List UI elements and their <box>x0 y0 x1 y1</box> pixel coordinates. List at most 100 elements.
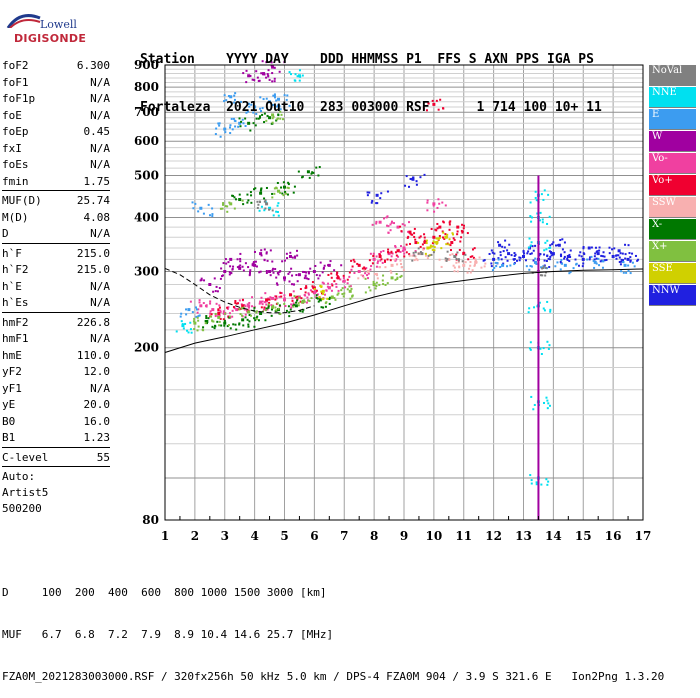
echo-point <box>327 282 330 285</box>
echo-point <box>279 117 282 120</box>
echo-point <box>313 288 316 291</box>
echo-point <box>261 113 264 116</box>
echo-point <box>265 303 268 306</box>
echo-point <box>376 260 379 263</box>
echo-point <box>563 257 566 260</box>
echo-point <box>413 254 416 257</box>
echo-point <box>444 233 447 236</box>
echo-point <box>530 395 533 398</box>
echo-point <box>281 118 284 121</box>
echo-point <box>288 315 291 318</box>
echo-point <box>235 328 238 331</box>
echo-point <box>248 320 251 323</box>
echo-point <box>325 289 328 292</box>
echo-point <box>364 272 367 275</box>
echo-point <box>321 281 324 284</box>
echo-point <box>303 271 306 274</box>
echo-point <box>218 287 221 290</box>
echo-point <box>268 116 272 120</box>
echo-point <box>384 283 387 286</box>
echo-point <box>449 249 452 252</box>
echo-point <box>495 265 498 268</box>
echo-point <box>478 256 481 259</box>
echo-point <box>232 306 235 309</box>
echo-point <box>320 290 323 293</box>
echo-point <box>250 194 253 197</box>
echo-point <box>327 264 330 267</box>
parameter-row: C-level 55 <box>2 450 110 467</box>
echo-point <box>566 257 569 260</box>
echo-point <box>611 254 615 258</box>
echo-point <box>239 125 242 128</box>
echo-point <box>360 274 363 277</box>
echo-point <box>527 246 530 249</box>
parameter-value: N/A <box>90 296 110 309</box>
echo-point <box>351 294 354 297</box>
echo-point <box>298 296 301 299</box>
echo-point <box>234 125 237 128</box>
echo-point <box>336 271 339 274</box>
echo-point <box>275 295 278 298</box>
echo-point <box>390 263 394 267</box>
echo-point <box>351 295 354 298</box>
echo-point <box>371 223 374 226</box>
echo-point <box>399 245 402 248</box>
legend-item-e: E <box>649 109 696 130</box>
echo-point <box>621 252 624 255</box>
echo-point <box>264 207 267 210</box>
echo-point <box>181 323 184 326</box>
echo-point <box>544 241 547 244</box>
x-tick-label: 16 <box>605 529 622 543</box>
echo-point <box>215 302 218 305</box>
echo-point <box>288 71 291 74</box>
echo-point <box>251 305 254 308</box>
echo-point <box>346 282 349 285</box>
echo-point <box>245 309 248 312</box>
echo-point <box>532 249 535 252</box>
echo-point <box>254 260 257 263</box>
echo-point <box>366 194 369 197</box>
echo-point <box>268 100 272 104</box>
echo-point <box>333 297 336 300</box>
echo-point <box>464 253 467 256</box>
echo-point <box>215 285 218 288</box>
echo-point <box>330 276 333 279</box>
echo-point <box>627 269 630 272</box>
echo-point <box>426 257 429 260</box>
echo-point <box>568 272 571 275</box>
echo-point <box>543 265 546 268</box>
echo-point <box>189 321 192 324</box>
echo-point <box>251 78 254 81</box>
echo-point <box>530 265 533 268</box>
echo-point <box>330 295 334 299</box>
echo-point <box>330 272 333 275</box>
echo-point <box>456 230 459 233</box>
series-noval <box>256 199 548 277</box>
echo-point <box>378 220 382 224</box>
echo-point <box>322 266 325 269</box>
echo-point <box>375 193 379 197</box>
echo-point <box>412 251 415 254</box>
echo-point <box>353 260 356 263</box>
echo-point <box>453 238 456 241</box>
echo-point <box>275 276 278 279</box>
echo-point <box>187 331 190 334</box>
echo-point <box>543 401 546 404</box>
parameter-value: 110.0 <box>76 348 110 362</box>
echo-point <box>238 308 241 311</box>
echo-point <box>275 309 278 312</box>
parameter-value: 215.0 <box>76 246 110 260</box>
echo-point <box>364 277 367 280</box>
echo-point <box>252 122 255 125</box>
parameter-row: foF1p N/A <box>2 91 110 108</box>
echo-point <box>259 115 262 118</box>
legend-item-sse: SSE <box>649 263 696 284</box>
echo-point <box>234 120 237 123</box>
echo-point <box>280 186 283 189</box>
echo-point <box>595 262 598 265</box>
echo-point <box>285 309 288 312</box>
echo-point <box>274 96 277 99</box>
echo-point <box>202 326 205 329</box>
parameter-row: hmF1 N/A <box>2 331 110 348</box>
echo-point <box>430 253 433 256</box>
